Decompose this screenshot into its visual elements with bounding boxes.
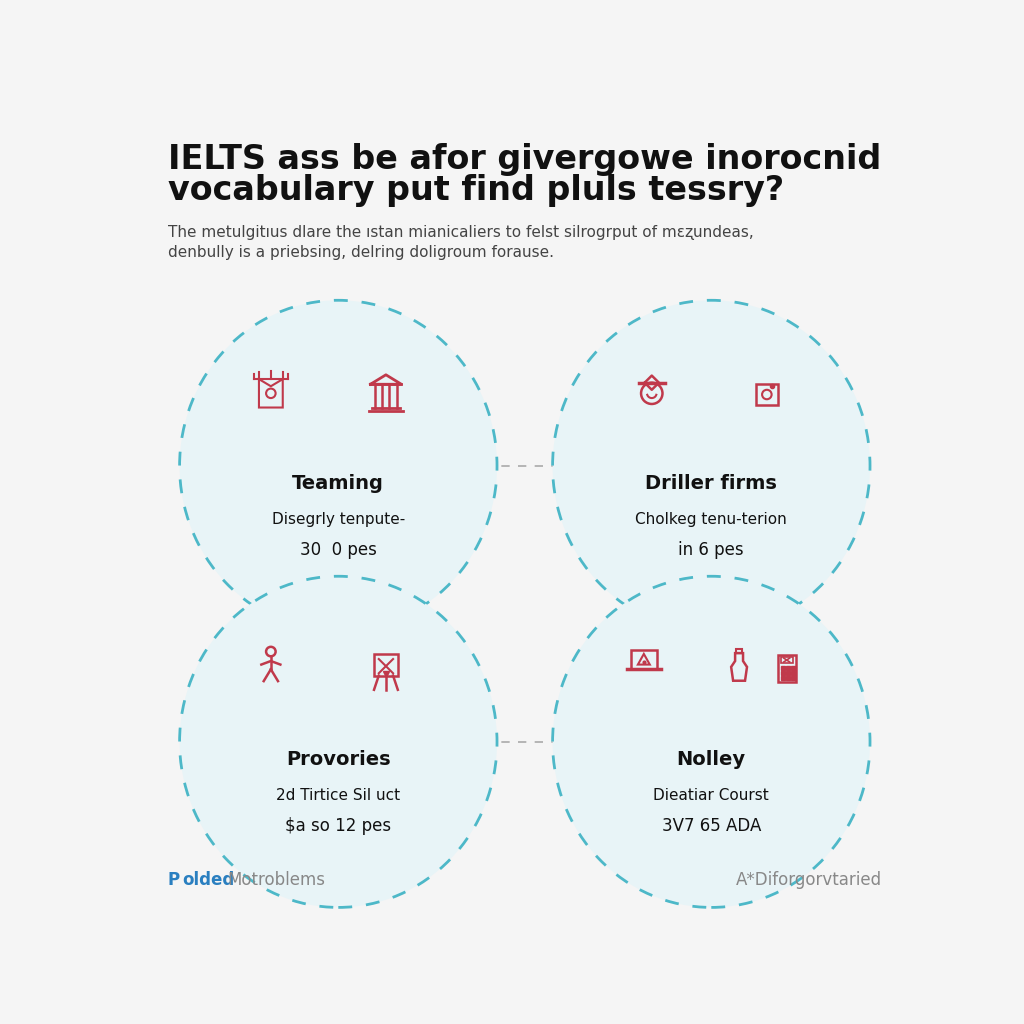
- Bar: [756, 384, 777, 406]
- Text: Nolley: Nolley: [677, 750, 745, 769]
- Text: vocabulary put find pluls tessry?: vocabulary put find pluls tessry?: [168, 174, 783, 207]
- Text: Motroblems: Motroblems: [227, 871, 326, 889]
- Text: Provories: Provories: [286, 750, 390, 769]
- Text: A*Diforgorvtaried: A*Diforgorvtaried: [736, 871, 882, 889]
- Text: The metulgitıus dlare the ıstan mianicaliers to felst silrogrput of mεʐundeas,: The metulgitıus dlare the ıstan mianical…: [168, 225, 754, 241]
- Text: 2d Tirtice Sil uct: 2d Tirtice Sil uct: [276, 787, 400, 803]
- Text: Teaming: Teaming: [293, 474, 384, 493]
- Text: Disegrly tenpute-: Disegrly tenpute-: [271, 512, 404, 526]
- Text: in 6 pes: in 6 pes: [679, 541, 744, 559]
- Bar: [780, 657, 793, 663]
- Ellipse shape: [553, 300, 870, 632]
- Ellipse shape: [553, 577, 870, 907]
- Text: IELTS ass be afor givergowe inorocnid: IELTS ass be afor givergowe inorocnid: [168, 142, 881, 175]
- Bar: [631, 650, 657, 670]
- Bar: [736, 649, 742, 653]
- Text: Cholkeg tenu-terion: Cholkeg tenu-terion: [636, 512, 787, 526]
- Text: 30  0 pes: 30 0 pes: [300, 541, 377, 559]
- Text: Driller firms: Driller firms: [645, 474, 777, 493]
- Bar: [778, 655, 796, 682]
- Text: Dieatiar Courst: Dieatiar Courst: [653, 787, 769, 803]
- Ellipse shape: [179, 300, 497, 632]
- Bar: [374, 654, 397, 676]
- Text: denbully is a priebsing, delring doligroum forause.: denbully is a priebsing, delring doligro…: [168, 245, 554, 260]
- Text: $a so 12 pes: $a so 12 pes: [286, 817, 391, 835]
- Ellipse shape: [179, 577, 497, 907]
- Text: olded: olded: [182, 871, 234, 889]
- Text: 3V7 65 ADA: 3V7 65 ADA: [662, 817, 761, 835]
- Text: P: P: [168, 871, 180, 889]
